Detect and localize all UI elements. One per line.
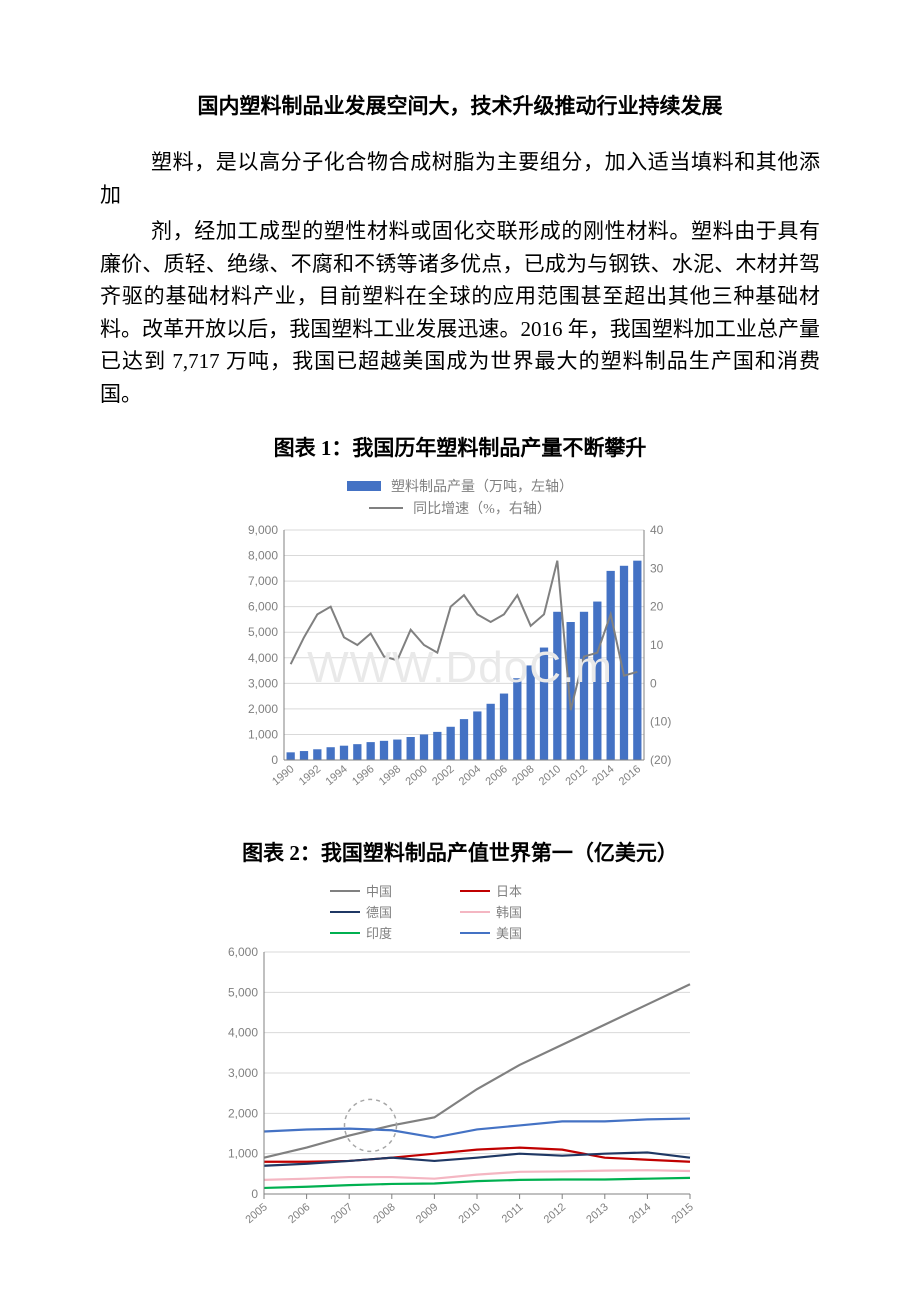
svg-text:40: 40: [650, 523, 664, 537]
svg-text:2008: 2008: [510, 763, 536, 788]
svg-text:3,000: 3,000: [228, 1066, 258, 1080]
svg-text:2010: 2010: [456, 1201, 482, 1226]
chart1-plot-wrap: 0 1,000 2,000 3,000 4,000 5,000 6,000 7,000 8,00…: [230, 520, 690, 815]
chart1-box: 塑料制品产量（万吨，左轴） 同比增速（%，右轴） 0 1,000 2,000 3,00…: [230, 476, 690, 815]
svg-text:(10): (10): [650, 715, 671, 729]
legend-line-swatch: [330, 932, 360, 934]
svg-text:1996: 1996: [350, 763, 376, 788]
svg-text:2012: 2012: [542, 1201, 568, 1226]
svg-text:0: 0: [251, 1187, 258, 1201]
svg-text:2000: 2000: [403, 763, 429, 788]
svg-text:20: 20: [650, 600, 664, 614]
chart2-container: 中国 日本德国 韩国印度 美国 0 1,000 2,000 3,000 4,000 5,000 6…: [100, 881, 820, 1249]
svg-text:2,000: 2,000: [228, 1107, 258, 1121]
svg-text:1998: 1998: [377, 763, 403, 788]
svg-text:1994: 1994: [323, 763, 349, 788]
chart2-legend-item: 印度: [330, 923, 460, 942]
legend-line-swatch: [330, 911, 360, 913]
paragraph-1: 塑料，是以高分子化合物合成树脂为主要组分，加入适当填料和其他添加: [100, 146, 820, 211]
legend-label: 德国: [366, 902, 392, 921]
chart2-legend-item: 中国: [330, 881, 460, 900]
svg-text:2004: 2004: [457, 763, 483, 788]
paragraph-2-text: 剂，经加工成型的塑性材料或固化交联形成的刚性材料。塑料由于具有廉价、质轻、绝缘、…: [100, 219, 820, 406]
svg-text:2008: 2008: [371, 1201, 397, 1226]
svg-text:6,000: 6,000: [248, 600, 278, 614]
chart1-container: 塑料制品产量（万吨，左轴） 同比增速（%，右轴） 0 1,000 2,000 3,00…: [100, 476, 820, 815]
svg-text:0: 0: [271, 753, 278, 767]
legend-bar-swatch: [347, 481, 381, 491]
svg-text:2011: 2011: [500, 1201, 526, 1225]
svg-text:4,000: 4,000: [228, 1026, 258, 1040]
legend-bar-label: 塑料制品产量（万吨，左轴）: [391, 476, 573, 496]
page-title: 国内塑料制品业发展空间大，技术升级推动行业持续发展: [100, 90, 820, 120]
legend-line-swatch: [460, 911, 490, 913]
svg-text:2012: 2012: [563, 763, 589, 788]
svg-text:7,000: 7,000: [248, 574, 278, 588]
svg-text:2016: 2016: [617, 763, 643, 788]
svg-text:2002: 2002: [430, 763, 456, 788]
chart2-legend: 中国 日本德国 韩国印度 美国: [210, 881, 710, 944]
svg-text:2013: 2013: [584, 1201, 610, 1226]
svg-text:4,000: 4,000: [248, 651, 278, 665]
svg-text:2006: 2006: [286, 1201, 312, 1226]
chart2-legend-item: 德国: [330, 902, 460, 921]
svg-text:2006: 2006: [483, 763, 509, 788]
svg-text:2005: 2005: [243, 1201, 269, 1226]
svg-text:3,000: 3,000: [248, 677, 278, 691]
svg-text:9,000: 9,000: [248, 523, 278, 537]
chart1-svg: 0 1,000 2,000 3,000 4,000 5,000 6,000 7,000 8,00…: [230, 520, 690, 810]
legend-line-swatch: [369, 507, 403, 509]
legend-line-swatch: [330, 890, 360, 892]
chart2-legend-item: 韩国: [460, 902, 590, 921]
paragraph-1-text: 塑料，是以高分子化合物合成树脂为主要组分，加入适当填料和其他添加: [100, 150, 820, 207]
legend-label: 中国: [366, 881, 392, 900]
svg-text:(20): (20): [650, 753, 671, 767]
svg-text:2015: 2015: [669, 1201, 695, 1226]
svg-text:8,000: 8,000: [248, 549, 278, 563]
chart2-legend-item: 日本: [460, 881, 590, 900]
legend-label: 美国: [496, 923, 522, 942]
chart2-box: 中国 日本德国 韩国印度 美国 0 1,000 2,000 3,000 4,000 5,000 6…: [210, 881, 710, 1249]
legend-line-swatch: [460, 890, 490, 892]
svg-text:2007: 2007: [329, 1201, 355, 1226]
legend-line-label: 同比增速（%，右轴）: [413, 498, 551, 518]
svg-text:0: 0: [650, 677, 657, 691]
paragraph-2: 剂，经加工成型的塑性材料或固化交联形成的刚性材料。塑料由于具有廉价、质轻、绝缘、…: [100, 215, 820, 410]
svg-text:30: 30: [650, 562, 664, 576]
svg-text:2,000: 2,000: [248, 702, 278, 716]
svg-text:2014: 2014: [590, 763, 616, 788]
svg-text:2009: 2009: [414, 1201, 440, 1226]
legend-label: 韩国: [496, 902, 522, 921]
legend-label: 日本: [496, 881, 522, 900]
chart1-legend-line: 同比增速（%，右轴）: [230, 498, 690, 518]
chart2-svg: 0 1,000 2,000 3,000 4,000 5,000 6,000 2005 2006 2…: [210, 944, 710, 1244]
svg-text:2010: 2010: [537, 763, 563, 788]
svg-text:5,000: 5,000: [248, 626, 278, 640]
chart2-title: 图表 2：我国塑料制品产值世界第一（亿美元）: [100, 837, 820, 867]
svg-text:1,000: 1,000: [248, 728, 278, 742]
svg-text:6,000: 6,000: [228, 945, 258, 959]
legend-line-swatch: [460, 932, 490, 934]
chart1-legend-bar: 塑料制品产量（万吨，左轴）: [230, 476, 690, 496]
svg-text:5,000: 5,000: [228, 986, 258, 1000]
chart2-legend-item: 美国: [460, 923, 590, 942]
svg-text:1,000: 1,000: [228, 1147, 258, 1161]
svg-text:10: 10: [650, 638, 664, 652]
svg-text:2014: 2014: [627, 1201, 653, 1226]
chart1-title: 图表 1：我国历年塑料制品产量不断攀升: [100, 432, 820, 462]
svg-text:1992: 1992: [297, 763, 323, 788]
legend-label: 印度: [366, 923, 392, 942]
